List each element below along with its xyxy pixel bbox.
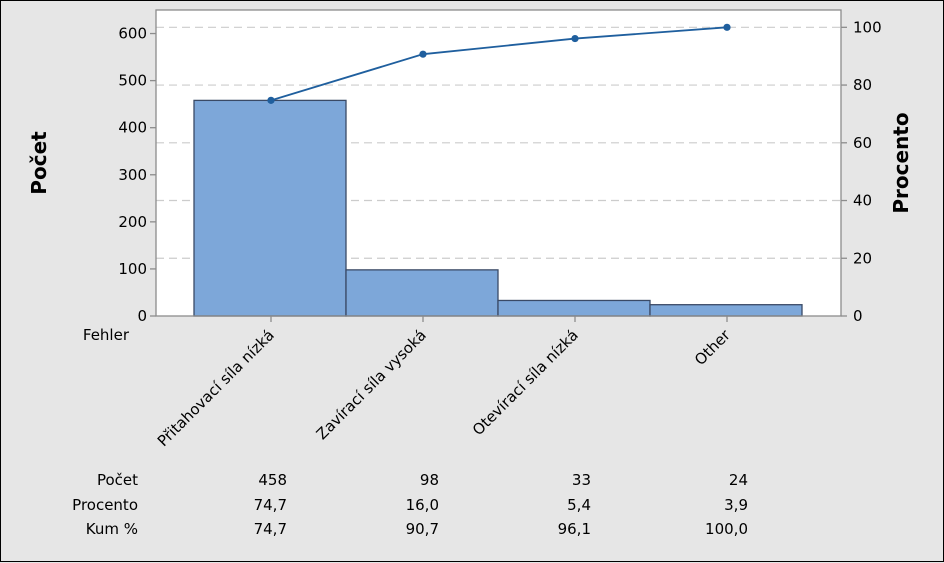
table-cell: 100,0 (705, 520, 748, 538)
y-tick-label-left: 600 (118, 25, 147, 43)
table-cell: 74,7 (254, 496, 287, 514)
table-cell: 90,7 (406, 520, 439, 538)
cumulative-point (267, 96, 275, 104)
table-cell: 24 (729, 471, 748, 489)
table-row-label: Procento (72, 496, 138, 514)
y-tick-label-left: 500 (118, 72, 147, 90)
table-cell: 33 (572, 471, 591, 489)
y-tick-label-right: 80 (853, 76, 872, 94)
y-tick-label-left: 400 (118, 119, 147, 137)
category-label: Zavírací síla vysoká (313, 326, 430, 443)
y-tick-label-left: 300 (118, 166, 147, 184)
cumulative-line (267, 23, 731, 104)
y-tick-label-right: 60 (853, 134, 872, 152)
bar (649, 304, 803, 317)
table-cell: 5,4 (567, 496, 591, 514)
gridlines (156, 26, 841, 259)
axes: 0 100 200 300 400 500 600 0 20 40 60 80 100 (118, 9, 882, 325)
category-label: Other (691, 326, 734, 369)
table-row-label: Počet (97, 471, 138, 489)
y-tick-label-left: 0 (137, 307, 147, 325)
cumulative-point (571, 34, 579, 43)
y-tick-label-left: 200 (118, 213, 147, 231)
category-label: Otevírací síla nízká (469, 326, 582, 439)
y-tick-label-right: 100 (853, 18, 882, 36)
y-tick-label-right: 0 (853, 307, 863, 325)
table-cell: 74,7 (254, 520, 287, 538)
y-tick-label-left: 100 (118, 260, 147, 278)
bar (497, 299, 651, 317)
bars (193, 99, 803, 317)
table-cell: 3,9 (724, 496, 748, 514)
plot-border (155, 9, 842, 317)
y-tick-label-right: 20 (853, 249, 872, 267)
y-axis-title-right: Procento (889, 112, 913, 213)
table-cell: 98 (420, 471, 439, 489)
cumulative-point (723, 23, 731, 31)
cumulative-line-path (270, 26, 728, 102)
table-row-label: Kum % (86, 520, 138, 538)
table-cell: 96,1 (558, 520, 591, 538)
y-tick-label-right: 40 (853, 192, 872, 210)
category-label: Přitahovací síla nízká (154, 326, 278, 450)
table-cell: 458 (258, 471, 287, 489)
data-table: Počet 458 98 33 24 Procento 74,7 16,0 5,4 3,9 Kum … (72, 471, 748, 538)
y-axis-title-left: Počet (27, 131, 51, 195)
table-cell: 16,0 (406, 496, 439, 514)
cumulative-point (419, 50, 427, 58)
bar (193, 99, 347, 317)
bar (345, 269, 499, 317)
category-axis-label: Fehler (83, 326, 130, 344)
